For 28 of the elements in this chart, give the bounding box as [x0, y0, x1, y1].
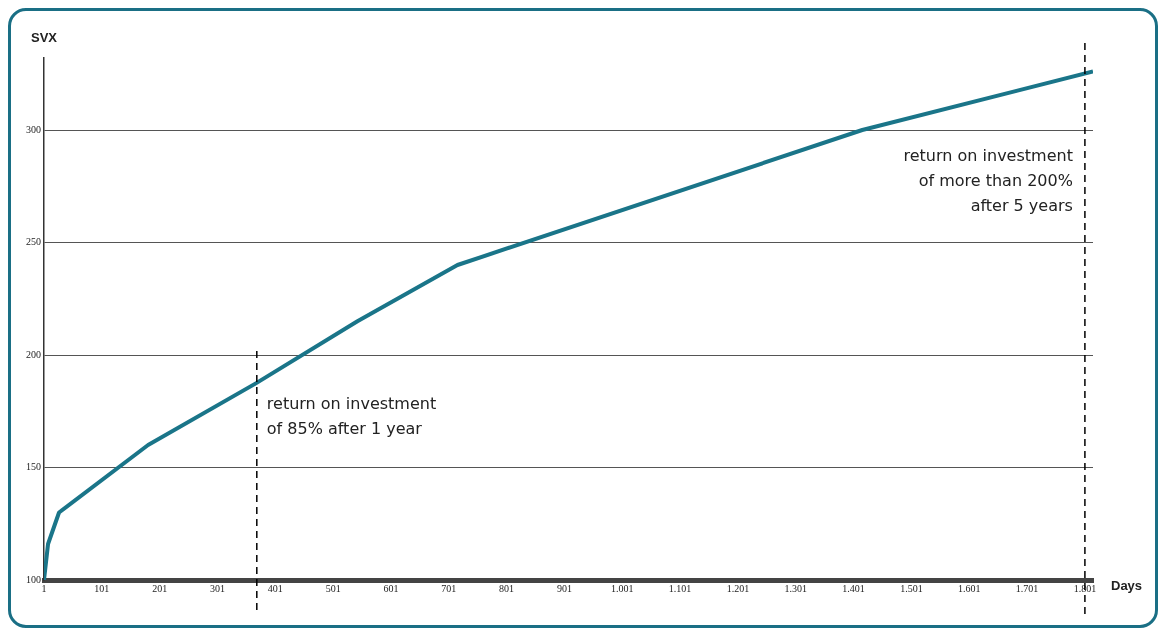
x-tick-label: 1.501: [900, 582, 923, 594]
x-axis-title: Days: [1111, 577, 1143, 593]
x-tick-label: 601: [383, 582, 399, 594]
x-tick-label: 1.401: [842, 582, 865, 594]
x-tick-label: 1.201: [726, 582, 750, 594]
x-tick-label: 1.601: [958, 582, 981, 594]
x-tick-label: 1.001: [611, 582, 634, 594]
y-tick-label: 150: [26, 461, 41, 473]
y-tick-label: 250: [26, 236, 41, 248]
x-tick-label: 201: [152, 582, 168, 594]
y-tick-label: 200: [26, 348, 41, 360]
x-tick-label: 1.701: [1015, 582, 1039, 594]
x-tick-label: 301: [209, 582, 225, 594]
x-tick-label: 901: [556, 582, 572, 594]
x-tick-label: 801: [499, 582, 515, 594]
ref-line-label: return on investment of 85% after 1 year: [266, 393, 437, 438]
x-tick-label: 1: [41, 582, 47, 594]
x-tick-label: 701: [441, 582, 457, 594]
x-tick-label: 1.101: [668, 582, 692, 594]
x-tick-label: 1.301: [784, 582, 808, 594]
y-axis-title: SVX: [30, 30, 58, 45]
ref-line-label: return on investment of more than 200% after 5 years: [903, 146, 1073, 216]
x-tick-label: 101: [94, 582, 110, 594]
y-tick-label: 100: [26, 573, 41, 585]
x-tick-label: 1.801: [1073, 582, 1097, 594]
y-tick-label: 300: [26, 123, 41, 135]
x-tick-label: 401: [267, 582, 283, 594]
x-tick-label: 501: [325, 582, 341, 594]
